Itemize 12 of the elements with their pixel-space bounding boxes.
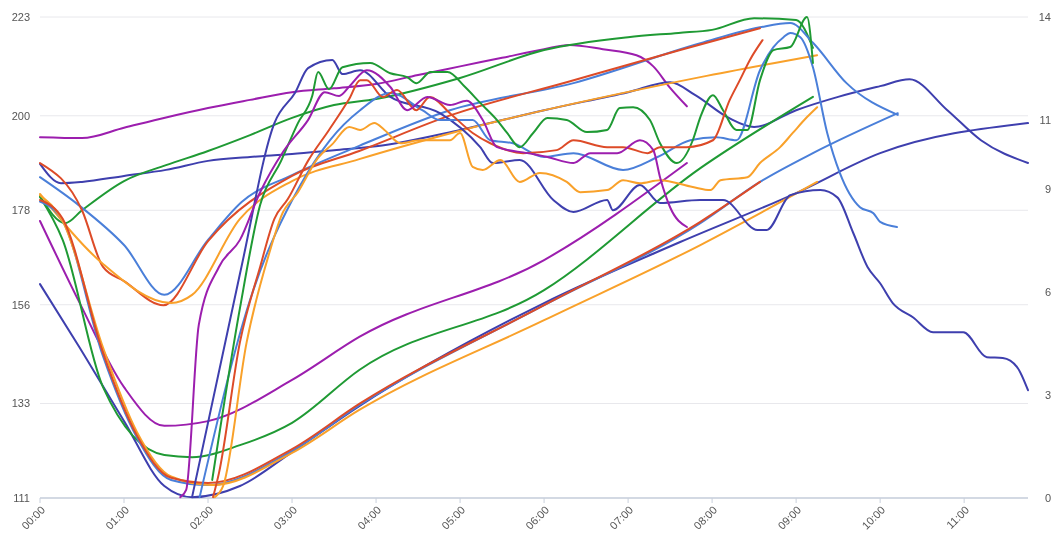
y2-tick-label: 0 [1044,491,1051,504]
y2-tick-label: 6 [1044,285,1051,298]
y2-tick-label: 3 [1044,388,1051,401]
y-tick-label: 223 [11,10,30,23]
y-tick-label: 133 [11,397,30,410]
y-tick-label: 111 [13,491,30,504]
y-tick-label: 200 [11,109,30,122]
y2-tick-label: 14 [1038,10,1051,23]
y2-tick-label: 9 [1044,182,1051,195]
y-tick-label: 156 [11,298,30,311]
y2-tick-label: 11 [1039,113,1051,126]
y-tick-label: 178 [11,204,30,217]
